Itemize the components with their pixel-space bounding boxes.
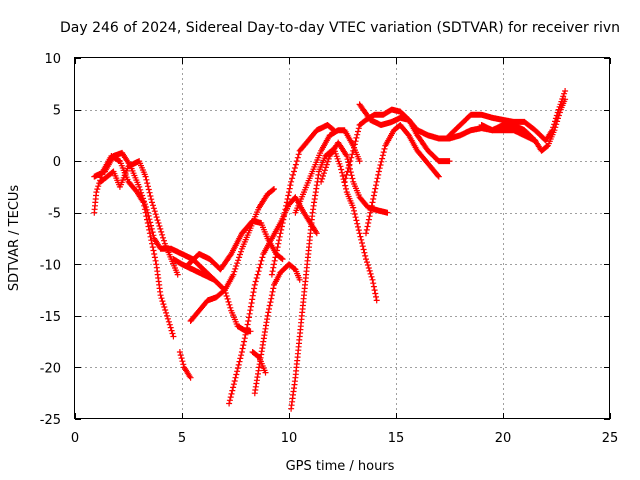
x-tick-label: 5 bbox=[178, 431, 186, 446]
y-tick-label: -15 bbox=[40, 310, 61, 325]
marker-trace bbox=[478, 96, 569, 154]
marker-trace bbox=[91, 149, 218, 283]
series-sat-q bbox=[356, 101, 453, 165]
marker-trace bbox=[176, 349, 194, 381]
x-tick-label: 25 bbox=[602, 431, 619, 446]
series-sat-h bbox=[226, 194, 320, 407]
series-sat-g bbox=[187, 186, 277, 324]
x-tick-label: 20 bbox=[495, 431, 512, 446]
marker-trace bbox=[187, 186, 277, 324]
y-axis-ticks: -25 -20 -15 -10 -5 0 5 10 bbox=[40, 52, 610, 428]
series-sat-i bbox=[251, 261, 303, 397]
y-tick-label: -5 bbox=[48, 207, 61, 222]
marker-trace bbox=[363, 122, 442, 237]
x-axis-label: GPS time / hours bbox=[286, 459, 395, 474]
chart-title: Day 246 of 2024, Sidereal Day-to-day VTE… bbox=[60, 20, 620, 36]
marker-trace bbox=[97, 158, 181, 278]
series-sat-c bbox=[97, 158, 181, 278]
marker-trace bbox=[268, 122, 337, 278]
series-sat-s bbox=[478, 96, 569, 154]
y-tick-label: -10 bbox=[40, 258, 61, 273]
series-sat-l bbox=[268, 122, 337, 278]
y-tick-label: 10 bbox=[44, 52, 61, 67]
x-tick-label: 10 bbox=[281, 431, 298, 446]
series-sat-m bbox=[292, 127, 363, 216]
data-markers bbox=[91, 88, 569, 412]
series-sat-b bbox=[91, 149, 218, 283]
x-tick-label: 0 bbox=[71, 431, 79, 446]
x-axis-ticks: 0 5 10 15 20 25 bbox=[71, 58, 618, 446]
plot-frame bbox=[74, 57, 610, 419]
series-sat-d bbox=[176, 349, 194, 381]
marker-trace bbox=[170, 256, 254, 335]
marker-trace bbox=[292, 127, 363, 216]
x-tick-label: 15 bbox=[388, 431, 405, 446]
y-tick-label: -20 bbox=[40, 361, 61, 376]
marker-trace bbox=[226, 194, 320, 407]
marker-trace bbox=[356, 101, 453, 165]
y-axis-label: SDTVAR / TECUs bbox=[7, 185, 22, 292]
y-tick-label: 0 bbox=[53, 155, 61, 170]
marker-trace bbox=[249, 349, 269, 376]
marker-trace bbox=[288, 145, 380, 412]
series-sat-j bbox=[249, 349, 269, 376]
y-tick-label: 5 bbox=[53, 104, 61, 119]
series-sat-e bbox=[170, 256, 254, 335]
series-sat-k bbox=[288, 145, 380, 412]
marker-trace bbox=[251, 261, 303, 397]
series-sat-o bbox=[363, 122, 442, 237]
y-tick-label: -25 bbox=[40, 413, 61, 428]
